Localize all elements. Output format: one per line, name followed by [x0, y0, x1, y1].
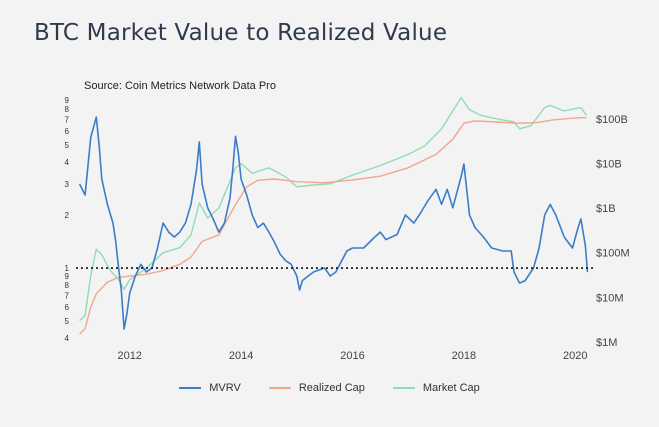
left-tick-label: 9: [65, 96, 70, 105]
left-tick-label: 5: [65, 317, 70, 326]
right-tick-label: $1M: [596, 337, 617, 349]
chart-legend: MVRV Realized Cap Market Cap: [0, 382, 659, 394]
x-tick-label: 2014: [229, 350, 253, 362]
right-tick-label: $1B: [596, 203, 616, 215]
right-tick-label: $100M: [596, 248, 630, 260]
left-tick-label: 2: [65, 211, 70, 220]
legend-label-realized-cap: Realized Cap: [298, 382, 365, 394]
left-tick-label: 8: [65, 281, 70, 290]
series-line-market-cap: [79, 96, 587, 322]
legend-swatch-market-cap: [392, 387, 415, 389]
left-tick-label: 7: [65, 291, 70, 300]
left-tick-label: 6: [65, 127, 70, 136]
x-tick-label: 2018: [452, 350, 476, 362]
legend-swatch-realized-cap: [268, 387, 291, 389]
left-tick-label: 5: [65, 141, 70, 150]
legend-item-mvrv[interactable]: MVRV: [179, 382, 241, 394]
left-tick-label: 7: [65, 115, 70, 124]
chart-title: BTC Market Value to Realized Value: [34, 20, 448, 46]
left-tick-label: 3: [65, 180, 70, 189]
left-tick-label: 4: [65, 158, 70, 167]
left-tick-label: 8: [65, 105, 70, 114]
series-line-realized-cap: [79, 116, 587, 335]
legend-item-realized-cap[interactable]: Realized Cap: [268, 382, 365, 394]
x-tick-label: 2016: [340, 350, 364, 362]
x-tick-label: 2012: [117, 350, 141, 362]
chart-source: Source: Coin Metrics Network Data Pro: [84, 80, 276, 92]
left-tick-label: 1: [65, 264, 70, 273]
right-tick-label: $100B: [596, 114, 628, 126]
x-tick-label: 2020: [563, 350, 587, 362]
legend-swatch-mvrv: [179, 387, 202, 389]
series-line-mvrv: [78, 116, 589, 330]
left-tick-label: 4: [65, 334, 70, 343]
legend-label-mvrv: MVRV: [209, 382, 241, 394]
legend-item-market-cap[interactable]: Market Cap: [392, 382, 480, 394]
legend-label-market-cap: Market Cap: [422, 382, 480, 394]
left-tick-label: 9: [65, 272, 70, 281]
right-tick-label: $10B: [596, 158, 622, 170]
left-tick-label: 6: [65, 303, 70, 312]
right-tick-label: $10M: [596, 292, 624, 304]
